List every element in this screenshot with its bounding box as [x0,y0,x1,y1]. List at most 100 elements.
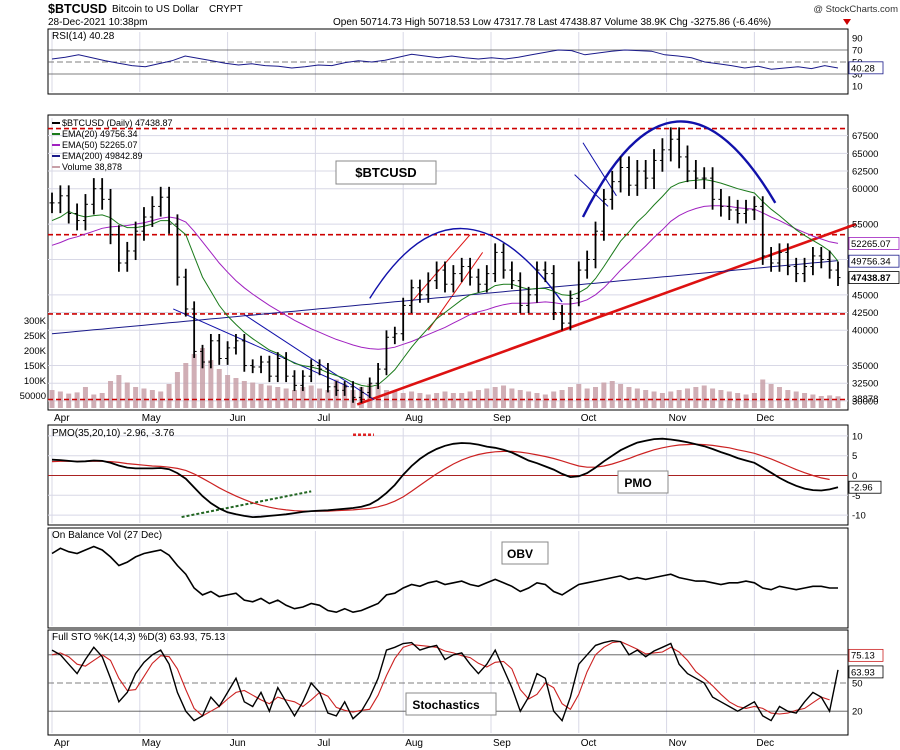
price-tick-label: 35000 [852,361,878,372]
volume-bar [492,387,498,408]
volume-bar [91,394,97,408]
stochastics-k-value: 63.93 [851,667,875,678]
rsi-panel [47,28,849,95]
volume-bar [676,390,682,408]
rounded-top-arc-large [581,120,777,218]
volume-bar [200,348,206,408]
volume-bar [593,387,599,408]
volume-bar [258,384,264,408]
volume-bar [576,384,582,408]
volume-bar [225,375,231,408]
stochastics-d-box [848,648,884,662]
volume-bar [818,396,824,408]
rsi-tick-label: 10 [852,82,863,93]
watermark: @ StockCharts.com [813,4,898,15]
volume-bar [618,384,624,408]
symbol-name: Bitcoin to US Dollar [112,4,199,15]
volume-bar [802,393,808,408]
volume-bar [291,390,297,408]
legend-label-ema200: EMA(200) 49842.89 [62,151,143,161]
series-layer [49,49,841,722]
pmo-tick-label: 0 [852,471,857,482]
volume-bar [108,381,114,408]
pmo-dotted-trend [181,490,312,519]
exchange-label: CRYPT [209,4,243,15]
rsi-line [51,49,839,70]
x-tick-label-aug: Aug [405,413,423,424]
btcusd-annotation-box: $BTCUSD [335,160,437,185]
volume-bar [191,354,197,408]
x-tick-label-bottom-sep: Sep [493,738,511,749]
volume-bar [542,394,548,408]
ema200-line [51,260,839,335]
btcusd-annotation-text: $BTCUSD [355,165,416,180]
volume-bar [325,390,331,408]
chart-date: 28-Dec-2021 10:38pm [48,17,148,28]
volume-bar [751,393,757,408]
volume-bar [241,381,247,408]
stochastics-panel [47,629,849,736]
volume-bar [417,393,423,408]
volume-bar [743,394,749,408]
obv-line [51,545,838,614]
stochastics-d-line [51,641,830,717]
volume-right-label: 38878 [852,394,878,405]
flag-line [582,142,617,197]
volume-bar [634,388,640,408]
legend-label-volume: Volume 38,878 [62,162,122,172]
rising-trendline [356,222,857,406]
pmo-line [51,437,839,519]
legend-label-ema50: EMA(50) 52265.07 [62,140,138,150]
x-tick-label-jul: Jul [317,413,330,424]
rsi-value-box [848,61,884,75]
volume-bar [651,391,657,408]
x-tick-label-bottom-oct: Oct [581,738,597,749]
volume-bar [141,388,147,408]
volume-bar [626,387,632,408]
obv-panel [47,527,849,629]
volume-bar [425,394,431,408]
pmo-title: PMO(35,20,10) -2.96, -3.76 [52,428,175,439]
x-tick-label-bottom-jun: Jun [230,738,246,749]
volume-bar [300,387,306,408]
volume-bar [693,387,699,408]
rising-channel-line [427,252,484,331]
volume-bar [174,372,180,408]
pmo-tick-label: -5 [852,491,860,502]
volume-bar [66,393,72,408]
x-tick-label-bottom-apr: Apr [54,738,70,749]
volume-bar [250,382,256,408]
pmo-annotation-box: PMO [617,470,669,494]
price-tick-label: 32500 [852,379,878,390]
price-tick-label: 42500 [852,308,878,319]
right-value-label: 52265.07 [851,239,891,250]
volume-bar [116,375,122,408]
volume-bar [317,388,323,408]
x-tick-label-bottom-dec: Dec [756,738,774,749]
x-tick-label-oct: Oct [581,413,597,424]
rising-channel-line [411,234,471,303]
price-tick-label: 55000 [852,220,878,231]
stochastics-annotation-text: Stochastics [412,698,480,712]
volume-bar [710,388,716,408]
labels-layer: Apr Apr May May Jun Jun Jul Jul Aug Aug Sep Sep Oct O… [20,34,900,749]
volume-bar [735,393,741,408]
pmo-value-box [848,480,882,494]
volume-tick-label: 250K [24,331,47,342]
stochastics-title: Full STO %K(14,3) %D(3) 63.93, 75.13 [52,632,226,643]
volume-bar [827,395,833,408]
symbol-title: $BTCUSD [48,2,107,16]
x-tick-label-may: May [142,413,161,424]
flag-line [574,174,609,207]
volume-bar [82,387,88,408]
x-tick-label-sep: Sep [493,413,511,424]
stochastics-k-line [51,639,839,722]
stochastics-d-value: 75.13 [851,650,875,661]
volume-bar [484,388,490,408]
pmo-annotation-text: PMO [624,476,651,490]
volume-bar [308,385,314,408]
volume-bar [567,387,573,408]
price-tick-label: 65000 [852,149,878,160]
volume-bar [684,388,690,408]
